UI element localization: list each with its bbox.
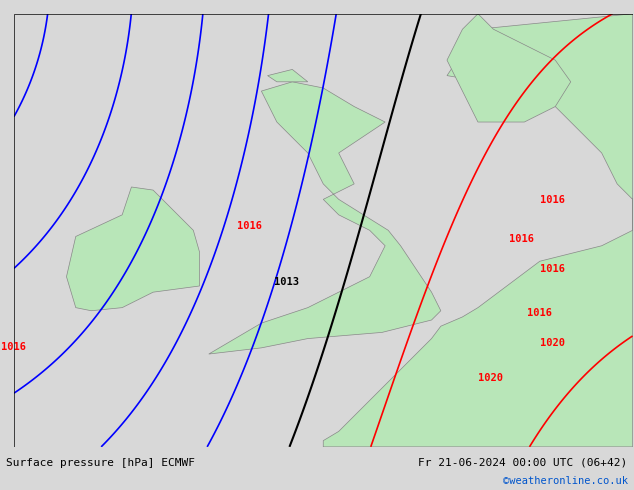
Polygon shape (447, 14, 571, 122)
Text: 1016: 1016 (508, 234, 534, 244)
Text: 1016: 1016 (540, 264, 565, 274)
Polygon shape (67, 187, 200, 311)
Text: ©weatheronline.co.uk: ©weatheronline.co.uk (503, 476, 628, 486)
Text: 1016: 1016 (540, 195, 565, 205)
Polygon shape (209, 82, 441, 354)
Text: Fr 21-06-2024 00:00 UTC (06+42): Fr 21-06-2024 00:00 UTC (06+42) (418, 458, 628, 468)
Polygon shape (323, 14, 633, 447)
Text: 1016: 1016 (527, 308, 552, 318)
Polygon shape (268, 70, 307, 82)
Text: 1020: 1020 (478, 372, 503, 383)
Text: Surface pressure [hPa] ECMWF: Surface pressure [hPa] ECMWF (6, 458, 195, 468)
Text: 1013: 1013 (274, 277, 299, 287)
Text: 1016: 1016 (236, 221, 261, 231)
Text: 1016: 1016 (1, 342, 27, 352)
Text: 1020: 1020 (540, 338, 565, 348)
